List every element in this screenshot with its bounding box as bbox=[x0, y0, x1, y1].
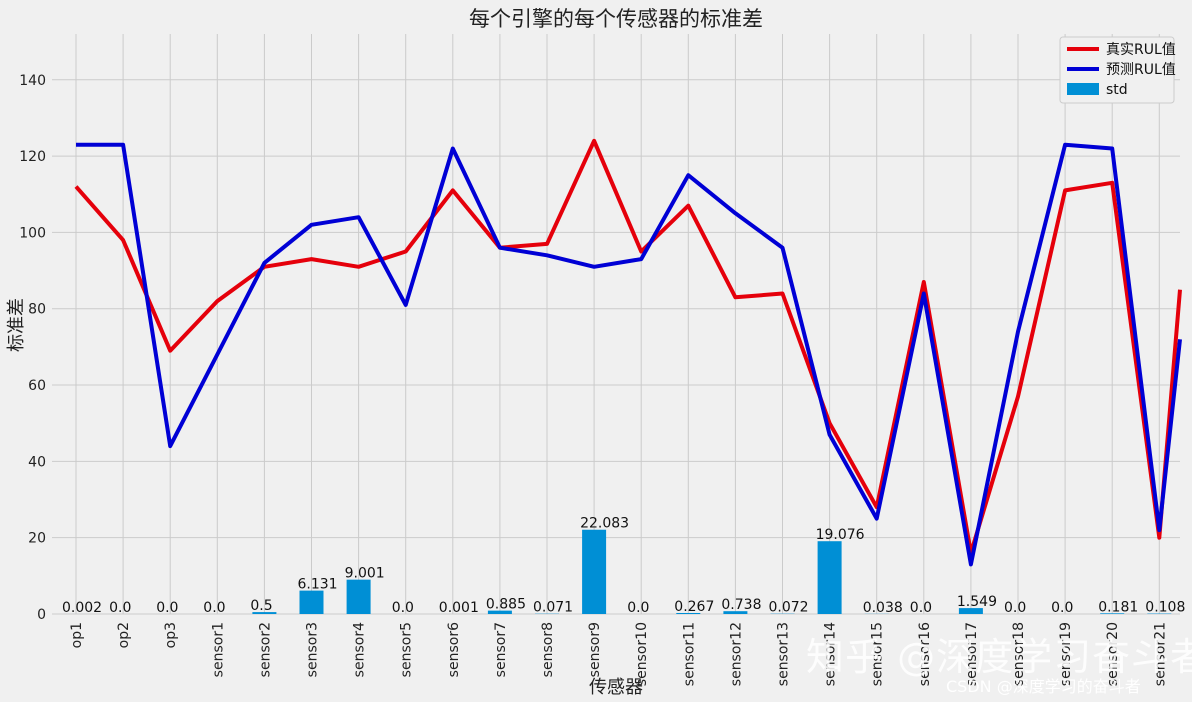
bar bbox=[252, 612, 277, 614]
x-tick-label: sensor8 bbox=[540, 622, 556, 677]
bar-value-label: 0.0 bbox=[910, 600, 932, 616]
x-tick-label: sensor5 bbox=[399, 622, 415, 677]
bar bbox=[487, 610, 512, 614]
y-tick-label: 100 bbox=[19, 225, 46, 241]
bar bbox=[299, 590, 324, 614]
bar-value-label: 0.0 bbox=[109, 600, 131, 616]
bar-value-label: 0.001 bbox=[439, 600, 479, 616]
grid bbox=[52, 34, 1180, 615]
bar bbox=[817, 541, 842, 614]
x-tick-label: sensor7 bbox=[493, 622, 509, 677]
bar-value-label: 0.0 bbox=[203, 600, 225, 616]
x-tick-label: sensor13 bbox=[776, 622, 792, 686]
y-tick-label: 60 bbox=[28, 378, 46, 394]
bar-value-label: 0.0 bbox=[156, 600, 178, 616]
x-tick-label: sensor21 bbox=[1152, 622, 1168, 686]
y-axis-label: 标准差 bbox=[6, 298, 27, 352]
x-tick-label: sensor16 bbox=[917, 622, 933, 686]
bar-labels: 0.002 0.0 0.0 0.0 0.5 6.131 9.001 0.0 0.001 0.885… bbox=[62, 516, 1185, 616]
y-tick-label: 140 bbox=[19, 73, 46, 89]
x-axis-label: 传感器 bbox=[589, 677, 643, 698]
x-tick-label: sensor17 bbox=[964, 622, 980, 686]
x-tick-label: op1 bbox=[69, 622, 85, 648]
legend-label: 真实RUL值 bbox=[1106, 42, 1176, 58]
bar-value-label: 0.108 bbox=[1145, 600, 1185, 616]
bar bbox=[723, 611, 748, 614]
line-series bbox=[76, 142, 1182, 567]
bar bbox=[1100, 613, 1125, 614]
bar bbox=[958, 608, 983, 614]
bar-value-label: 0.0 bbox=[627, 600, 649, 616]
bar-value-label: 0.885 bbox=[486, 597, 526, 613]
bar-value-label: 1.549 bbox=[957, 594, 997, 610]
x-tick-label: op3 bbox=[163, 622, 179, 648]
x-tick-label: sensor19 bbox=[1058, 622, 1074, 686]
y-tick-label: 40 bbox=[28, 454, 46, 470]
x-tick-label: sensor14 bbox=[823, 622, 839, 686]
x-tick-label: sensor3 bbox=[305, 622, 321, 677]
x-tick-label: sensor1 bbox=[210, 622, 226, 677]
y-tick-label: 20 bbox=[28, 531, 46, 547]
bar-value-label: 0.5 bbox=[250, 598, 272, 614]
bar-value-label: 0.181 bbox=[1098, 599, 1138, 615]
bar-value-label: 0.038 bbox=[863, 600, 903, 616]
bar-value-label: 22.083 bbox=[580, 516, 629, 532]
bar-value-label: 6.131 bbox=[298, 577, 338, 593]
bar bbox=[676, 612, 701, 614]
zhihu-watermark: 知乎 @深度学习奋斗者 bbox=[806, 635, 1192, 679]
chart-title: 每个引擎的每个传感器的标准差 bbox=[469, 7, 763, 31]
x-tick-label: sensor9 bbox=[587, 622, 603, 677]
bar-value-label: 0.0 bbox=[1051, 600, 1073, 616]
bar-value-label: 0.072 bbox=[769, 600, 809, 616]
bar-value-label: 0.267 bbox=[674, 599, 714, 615]
bar-value-label: 9.001 bbox=[345, 566, 385, 582]
bar-value-label: 0.738 bbox=[721, 597, 761, 613]
legend-label: 预测RUL值 bbox=[1106, 62, 1176, 78]
bar-value-label: 0.071 bbox=[533, 600, 573, 616]
x-tick-label: sensor2 bbox=[257, 622, 273, 677]
y-tick-label: 80 bbox=[28, 302, 46, 318]
y-tick-label: 120 bbox=[19, 149, 46, 165]
legend-label: std bbox=[1106, 82, 1128, 98]
bar-value-label: 0.002 bbox=[62, 600, 102, 616]
bar bbox=[346, 579, 371, 614]
bar-value-label: 0.0 bbox=[1004, 600, 1026, 616]
x-tick-label: sensor18 bbox=[1011, 622, 1027, 686]
bar-value-label: 0.0 bbox=[392, 600, 414, 616]
x-axis-ticks: op1 op2 op3 sensor1 sensor2 sensor3 sensor4 sen… bbox=[69, 622, 1168, 686]
x-tick-label: op2 bbox=[116, 622, 132, 648]
y-tick-label: 0 bbox=[37, 607, 46, 623]
x-tick-label: sensor12 bbox=[728, 622, 744, 686]
y-axis-ticks: 0 20 40 60 80 100 120 140 bbox=[19, 73, 46, 623]
legend-bar-swatch bbox=[1067, 83, 1099, 95]
bars bbox=[64, 529, 1172, 614]
bar-value-label: 19.076 bbox=[816, 527, 865, 543]
x-tick-label: sensor20 bbox=[1105, 622, 1121, 686]
x-tick-label: sensor10 bbox=[634, 622, 650, 686]
bar bbox=[582, 529, 607, 614]
csdn-watermark: CSDN @深度学习的奋斗者 bbox=[946, 677, 1141, 696]
x-tick-label: sensor6 bbox=[446, 622, 462, 677]
x-tick-label: sensor4 bbox=[352, 622, 368, 677]
x-tick-label: sensor11 bbox=[681, 622, 697, 686]
lines bbox=[74, 138, 1182, 567]
x-tick-label: sensor15 bbox=[870, 622, 886, 686]
